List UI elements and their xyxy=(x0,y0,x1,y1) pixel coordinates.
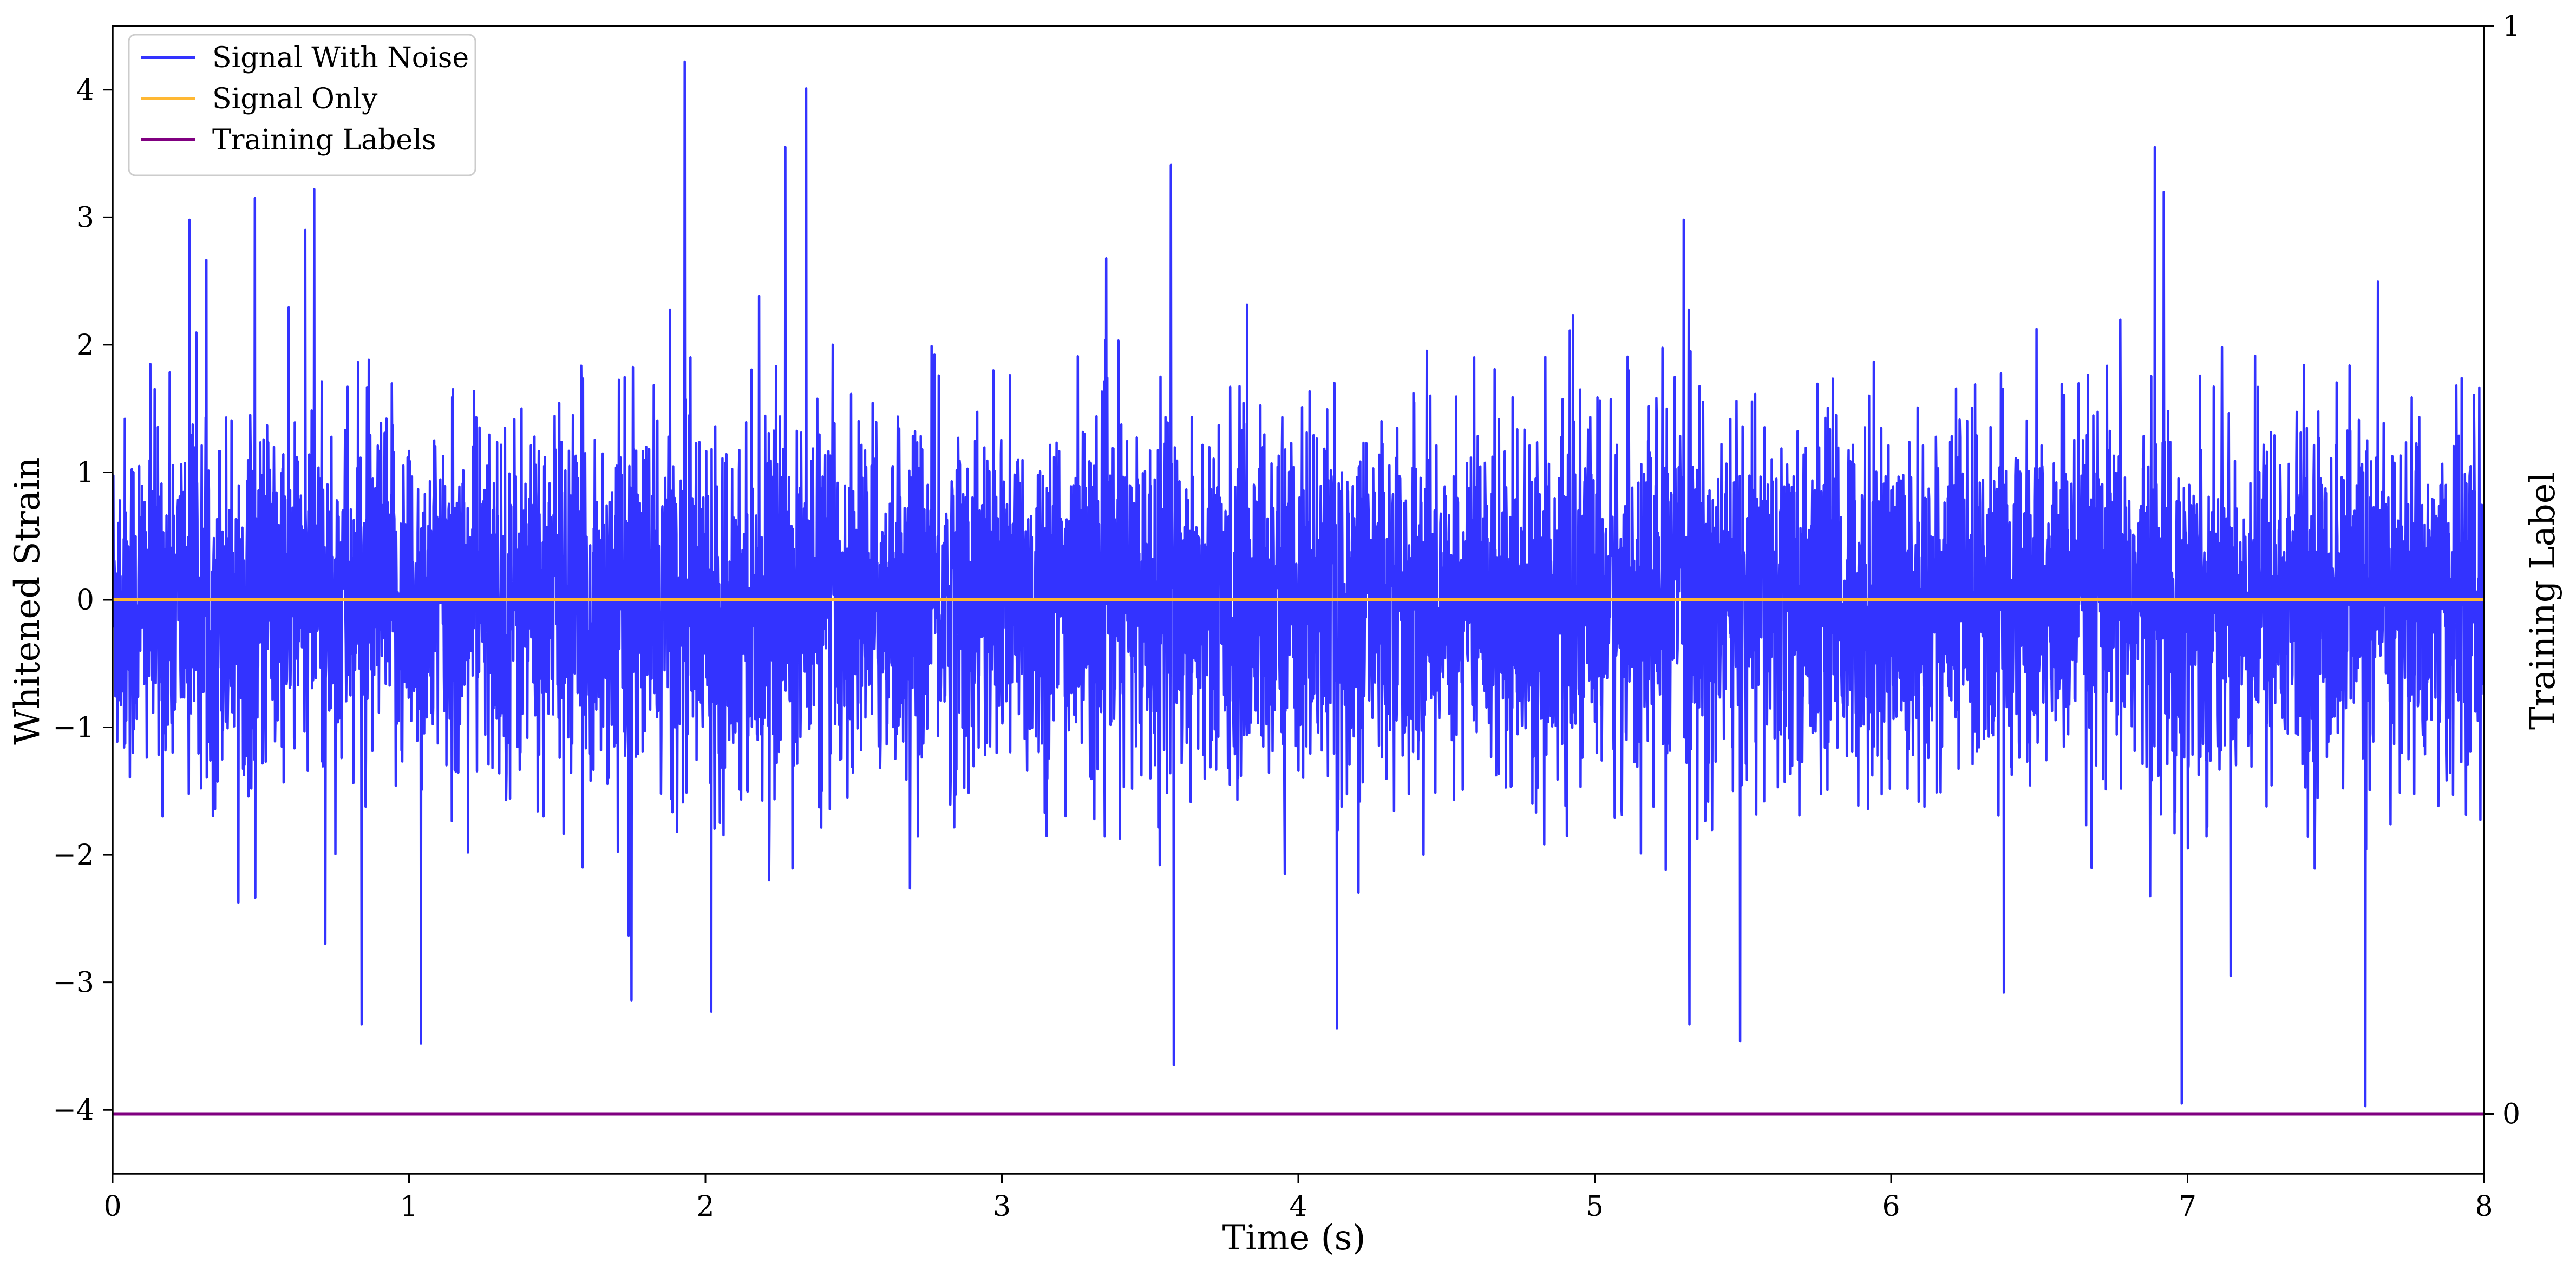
legend-label: Training Labels xyxy=(212,124,436,156)
y-tick-label: 2 xyxy=(76,329,94,362)
y-tick-label: 1 xyxy=(76,456,94,489)
x-tick-label: 7 xyxy=(2179,1190,2196,1223)
x-tick-label: 8 xyxy=(2475,1190,2493,1223)
x-tick-label: 3 xyxy=(993,1190,1011,1223)
legend-label: Signal With Noise xyxy=(212,42,469,74)
y-tick-label: −4 xyxy=(53,1094,94,1127)
y-tick-label: 0 xyxy=(76,584,94,617)
plot-area xyxy=(113,60,2484,1116)
x-tick-label: 4 xyxy=(1289,1190,1307,1223)
y-tick-label: 3 xyxy=(76,201,94,234)
y-right-axis-title: Training Label xyxy=(2523,472,2563,730)
y-tick-label: −1 xyxy=(53,712,94,744)
x-axis-title: Time (s) xyxy=(1222,1218,1366,1258)
x-tick-label: 5 xyxy=(1586,1190,1604,1223)
y-right-tick-label: 0 xyxy=(2502,1098,2520,1130)
y-tick-label: 4 xyxy=(76,74,94,107)
y-axis-title: Whitened Strain xyxy=(8,457,48,744)
y-right-tick-label: 1 xyxy=(2502,10,2520,43)
legend: Signal With Noise Signal Only Training Lab… xyxy=(128,34,476,176)
legend-label: Signal Only xyxy=(212,83,378,115)
x-tick-label: 6 xyxy=(1882,1190,1900,1223)
legend-box xyxy=(128,34,476,176)
x-tick-label: 2 xyxy=(696,1190,714,1223)
series-signal-with-noise xyxy=(113,60,2484,1108)
plot-layer xyxy=(113,60,2484,1116)
y-tick-label: −2 xyxy=(53,839,94,872)
y-tick-label: −3 xyxy=(53,967,94,999)
x-tick-label: 0 xyxy=(103,1190,121,1223)
x-tick-label: 1 xyxy=(400,1190,418,1223)
axes-layer: 0 1 2 3 4 5 6 7 8 −4 −3 −2 −1 0 1 2 3 4 0 1 xyxy=(53,10,2520,1223)
